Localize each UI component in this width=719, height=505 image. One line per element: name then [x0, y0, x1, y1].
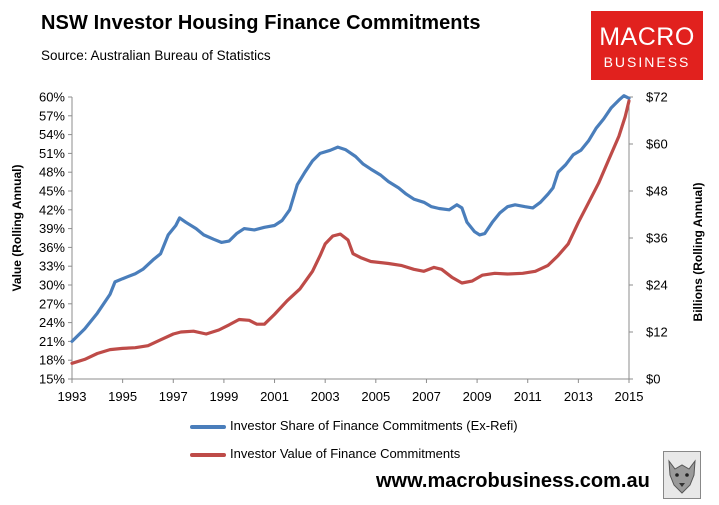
wolf-head-icon	[663, 451, 701, 499]
y-right-tick-label: $0	[646, 372, 660, 387]
legend-label-share: Investor Share of Finance Commitments (E…	[230, 418, 518, 433]
y-left-tick-label: 51%	[39, 146, 65, 161]
y-left-tick-label: 60%	[39, 90, 65, 105]
y-left-tick-label: 48%	[39, 165, 65, 180]
y-left-tick-label: 27%	[39, 296, 65, 311]
legend-swatch-value	[190, 453, 226, 457]
series-line-investor-value	[70, 99, 631, 365]
y-right-tick-label: $24	[646, 278, 668, 293]
y-left-tick-label: 39%	[39, 221, 65, 236]
series-line-investor-share	[70, 94, 631, 343]
y-right-tick-label: $12	[646, 325, 668, 340]
x-tick-label: 2007	[412, 389, 441, 404]
footer-website: www.macrobusiness.com.au	[376, 470, 650, 492]
y-right-tick-label: $36	[646, 231, 668, 246]
x-tick-label: 2005	[361, 389, 390, 404]
x-tick-label: 2015	[615, 389, 644, 404]
y-left-tick-label: 54%	[39, 127, 65, 142]
y-left-tick-label: 15%	[39, 372, 65, 387]
y-left-tick-label: 45%	[39, 184, 65, 199]
logo-line-2: BUSINESS	[603, 54, 691, 70]
y-left-tick-label: 42%	[39, 202, 65, 217]
x-tick-label: 1997	[159, 389, 188, 404]
x-tick-label: 2013	[564, 389, 593, 404]
legend-swatch-share	[190, 425, 226, 429]
y-left-tick-label: 36%	[39, 240, 65, 255]
x-tick-label: 2011	[514, 389, 542, 404]
macrobusiness-logo: MACRO BUSINESS	[591, 11, 703, 80]
x-tick-label: 2001	[260, 389, 289, 404]
y-right-tick-label: $60	[646, 137, 668, 152]
logo-line-1: MACRO	[599, 23, 695, 51]
y-left-tick-label: 24%	[39, 315, 65, 330]
x-tick-label: 2009	[463, 389, 492, 404]
chart-title: NSW Investor Housing Finance Commitments	[41, 12, 481, 34]
y-left-tick-label: 18%	[39, 353, 65, 368]
y-right-tick-label: $48	[646, 184, 668, 199]
y-left-tick-label: 21%	[39, 334, 65, 349]
x-tick-label: 1993	[58, 389, 87, 404]
chart-subtitle: Source: Australian Bureau of Statistics	[41, 48, 271, 63]
x-tick-label: 2003	[311, 389, 340, 404]
y-left-tick-label: 33%	[39, 259, 65, 274]
y-right-tick-label: $72	[646, 90, 668, 105]
y-left-tick-label: 57%	[39, 108, 65, 123]
y-left-tick-label: 30%	[39, 278, 65, 293]
x-tick-label: 1999	[209, 389, 238, 404]
legend-label-value: Investor Value of Finance Commitments	[230, 446, 461, 461]
x-tick-label: 1995	[108, 389, 137, 404]
